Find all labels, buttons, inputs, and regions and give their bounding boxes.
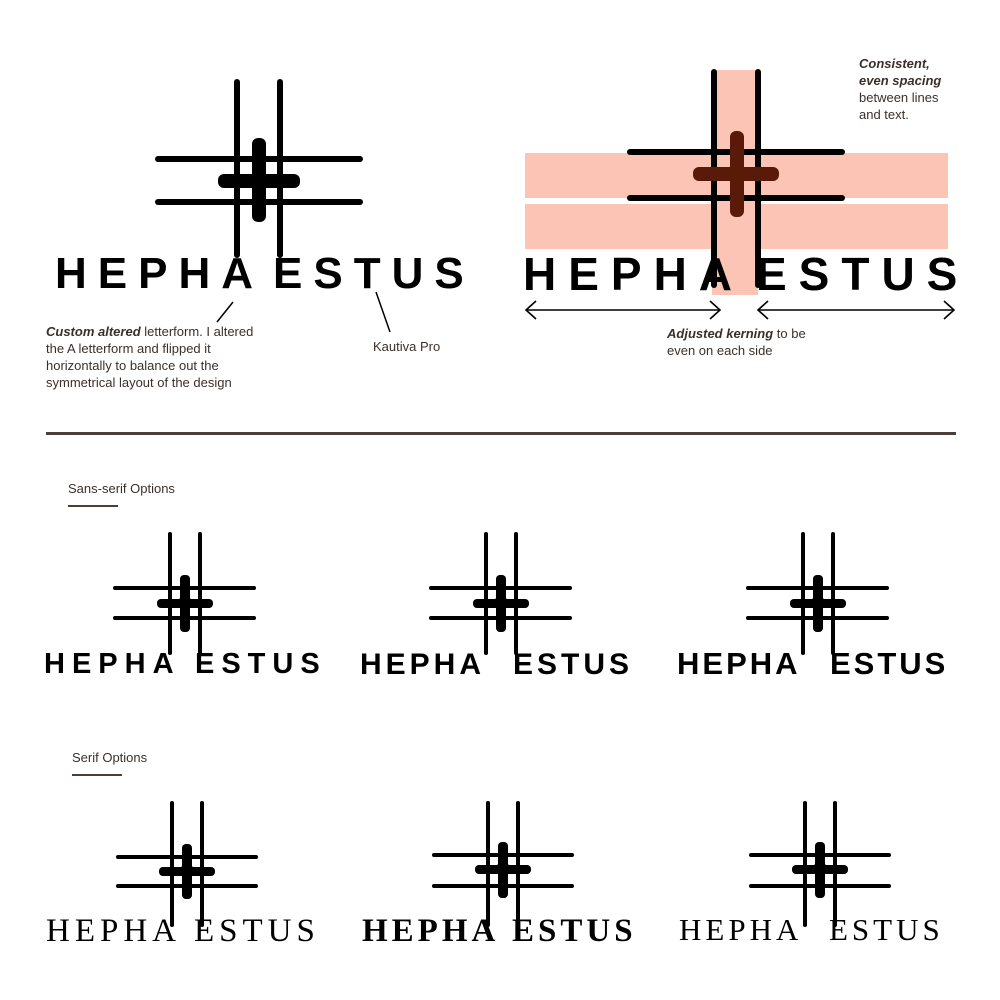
brand-part2: ESTUS [195, 648, 327, 680]
serif-option-3: HEPHA ESTUS [679, 801, 944, 947]
brand-part1: HEPHA [523, 248, 744, 300]
kerning-arrow-left [524, 300, 722, 320]
flower-icon [475, 842, 531, 898]
pointer-line [375, 291, 391, 333]
sans-option-2: HEPHA ESTUS [360, 532, 633, 681]
flower-icon [693, 131, 779, 217]
serif-heading: Serif Options [72, 750, 148, 765]
serif-option-2: HEPHA ESTUS [362, 801, 637, 949]
brand-part1: HEPHA [677, 646, 801, 681]
brand-part2: ESTUS [756, 248, 969, 300]
section-divider [46, 432, 956, 435]
spacing-diagram: HEPHA ESTUS [523, 69, 957, 320]
flower-icon [159, 844, 215, 899]
brand-part2: ESTUS [829, 912, 944, 947]
flower-icon [218, 138, 300, 222]
flower-icon [473, 575, 529, 632]
sans-serif-heading: Sans-serif Options [68, 481, 175, 496]
custom-letterform-note: Custom altered letterform. I altered the… [46, 324, 254, 390]
brand-part2: ESTUS [273, 249, 475, 298]
spacing-note: Consistent, even spacing between lines a… [859, 56, 942, 122]
kerning-arrow-right [756, 300, 956, 320]
brand-part1: HEPHA [46, 913, 181, 949]
brand-part1: HEPHA [55, 249, 264, 298]
flower-icon [790, 575, 846, 632]
brand-part2: ESTUS [513, 648, 633, 681]
pointer-line [216, 301, 234, 323]
brand-part1: HEPHA [360, 648, 485, 681]
heading-underline [68, 505, 118, 507]
sans-option-1: HEPHA ESTUS [44, 532, 327, 680]
flower-icon [157, 575, 213, 632]
sans-option-3: HEPHA ESTUS [677, 532, 948, 681]
brand-part1: HEPHA [362, 913, 499, 949]
heading-underline [72, 774, 122, 776]
brand-part2: ESTUS [512, 913, 637, 949]
font-name-label: Kautiva Pro [373, 339, 441, 354]
brand-part2: ESTUS [830, 646, 948, 681]
kerning-note: Adjusted kerning to be even on each side [667, 326, 806, 358]
serif-option-1: HEPHA ESTUS [46, 801, 320, 949]
main-logo: HEPHA ESTUS [55, 79, 475, 333]
brand-part2: ESTUS [194, 913, 320, 949]
brand-part1: HEPHA [679, 912, 802, 947]
brand-part1: HEPHA [44, 648, 181, 680]
flower-icon [792, 842, 848, 898]
